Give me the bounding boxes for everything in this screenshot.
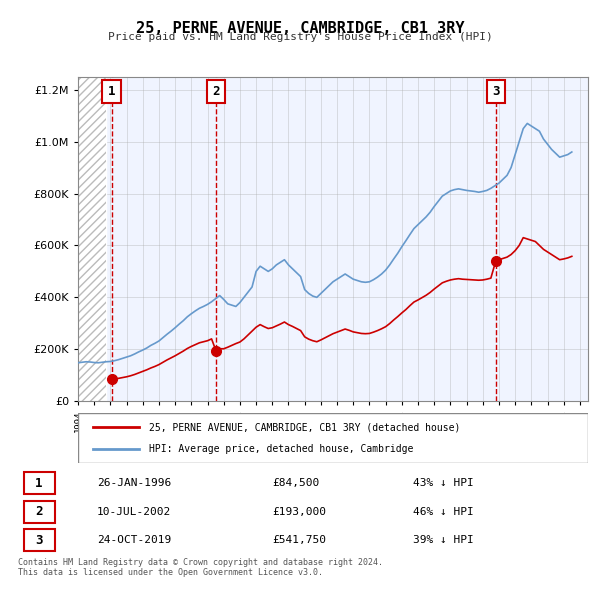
25, PERNE AVENUE, CAMBRIDGE, CB1 3RY (detached house) [167,355,175,362]
Text: £541,750: £541,750 [272,535,326,545]
Text: 24-OCT-2019: 24-OCT-2019 [97,535,171,545]
HPI: Average price, detached house, Cambridge: (2.02e+03, 1.07e+06): Average price, detached house, Cambridge… [524,120,531,127]
Text: 25, PERNE AVENUE, CAMBRIDGE, CB1 3RY: 25, PERNE AVENUE, CAMBRIDGE, CB1 3RY [136,21,464,35]
Text: 2: 2 [35,505,43,519]
Text: 43% ↓ HPI: 43% ↓ HPI [413,478,473,489]
Bar [78,77,106,401]
25, PERNE AVENUE, CAMBRIDGE, CB1 3RY (detached house) [568,253,575,260]
HPI: Average price, detached house, Cambridge: (2.02e+03, 8.05e+05): Average price, detached house, Cambridge… [475,189,482,196]
Text: £193,000: £193,000 [272,507,326,517]
Text: 3: 3 [492,85,500,98]
Text: 46% ↓ HPI: 46% ↓ HPI [413,507,473,517]
FancyBboxPatch shape [207,80,225,103]
25, PERNE AVENUE, CAMBRIDGE, CB1 3RY (detached house) [257,321,264,328]
Line: 25, PERNE AVENUE, CAMBRIDGE, CB1 3RY (detached house): 25, PERNE AVENUE, CAMBRIDGE, CB1 3RY (de… [112,238,572,379]
Text: 10-JUL-2002: 10-JUL-2002 [97,507,171,517]
FancyBboxPatch shape [23,501,55,523]
Line: HPI: Average price, detached house, Cambridge: HPI: Average price, detached house, Camb… [78,123,572,363]
FancyBboxPatch shape [487,80,505,103]
Text: Contains HM Land Registry data © Crown copyright and database right 2024.
This d: Contains HM Land Registry data © Crown c… [18,558,383,577]
HPI: Average price, detached house, Cambridge: (1.99e+03, 1.48e+05): Average price, detached house, Cambridge… [74,359,82,366]
Text: Price paid vs. HM Land Registry's House Price Index (HPI): Price paid vs. HM Land Registry's House … [107,32,493,42]
Text: 1: 1 [108,85,115,98]
Text: 25, PERNE AVENUE, CAMBRIDGE, CB1 3RY (detached house): 25, PERNE AVENUE, CAMBRIDGE, CB1 3RY (de… [149,422,461,432]
Text: 2: 2 [212,85,220,98]
Bar [78,77,106,401]
Text: 39% ↓ HPI: 39% ↓ HPI [413,535,473,545]
FancyBboxPatch shape [78,413,588,463]
FancyBboxPatch shape [23,529,55,552]
Text: 26-JAN-1996: 26-JAN-1996 [97,478,171,489]
25, PERNE AVENUE, CAMBRIDGE, CB1 3RY (detached house) [108,376,115,383]
25, PERNE AVENUE, CAMBRIDGE, CB1 3RY (detached house) [386,320,393,327]
HPI: Average price, detached house, Cambridge: (2.02e+03, 9.6e+05): Average price, detached house, Cambridge… [568,149,575,156]
HPI: Average price, detached house, Cambridge: (2e+03, 1.82e+05): Average price, detached house, Cambridge… [131,350,138,358]
Text: HPI: Average price, detached house, Cambridge: HPI: Average price, detached house, Camb… [149,444,414,454]
Text: 3: 3 [35,534,43,547]
HPI: Average price, detached house, Cambridge: (2.01e+03, 5.1e+05): Average price, detached house, Cambridge… [289,266,296,273]
25, PERNE AVENUE, CAMBRIDGE, CB1 3RY (detached house) [512,247,519,254]
Text: 1: 1 [35,477,43,490]
HPI: Average price, detached house, Cambridge: (2e+03, 4.07e+05): Average price, detached house, Cambridge… [216,292,223,299]
FancyBboxPatch shape [103,80,121,103]
FancyBboxPatch shape [23,472,55,494]
25, PERNE AVENUE, CAMBRIDGE, CB1 3RY (detached house) [212,348,220,355]
HPI: Average price, detached house, Cambridge: (2e+03, 1.52e+05): Average price, detached house, Cambridge… [103,358,110,365]
25, PERNE AVENUE, CAMBRIDGE, CB1 3RY (detached house) [520,234,527,241]
25, PERNE AVENUE, CAMBRIDGE, CB1 3RY (detached house) [281,319,288,326]
Text: £84,500: £84,500 [272,478,319,489]
HPI: Average price, detached house, Cambridge: (2e+03, 1.7e+05): Average price, detached house, Cambridge… [123,353,130,360]
